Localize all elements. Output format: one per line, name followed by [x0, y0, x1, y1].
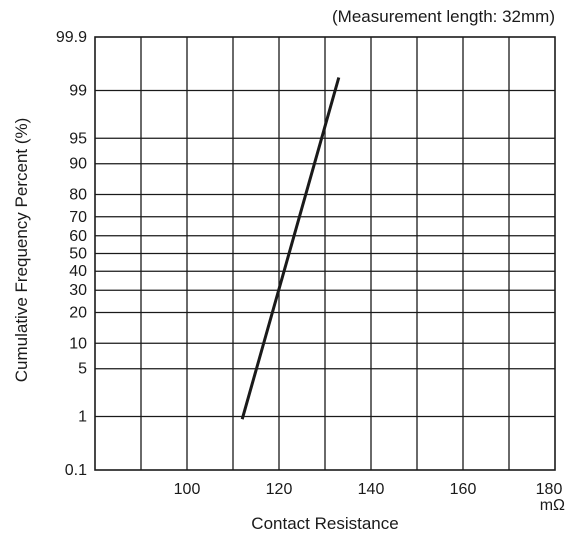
- y-tick-label: 0.1: [65, 462, 87, 479]
- x-tick-label: 160: [450, 481, 477, 498]
- x-tick-label: 180: [536, 481, 563, 498]
- grid-lines: [95, 37, 555, 470]
- series-line: [240, 77, 341, 420]
- measurement-note: (Measurement length: 32mm): [332, 7, 555, 26]
- y-tick-label: 10: [69, 335, 87, 352]
- y-tick-label: 90: [69, 156, 87, 173]
- x-tick-label: 100: [174, 481, 201, 498]
- x-axis-unit: mΩ: [540, 497, 565, 514]
- x-tick-label: 120: [266, 481, 293, 498]
- plot-frame: [94, 36, 556, 471]
- y-tick-label: 50: [69, 246, 87, 263]
- y-axis-title: Cumulative Frequency Percent (%): [12, 118, 31, 383]
- y-tick-label: 5: [78, 361, 87, 378]
- y-tick-label: 99: [69, 83, 87, 100]
- y-tick-label: 20: [69, 304, 87, 321]
- series-layer: [240, 77, 341, 420]
- x-tick-label: 140: [358, 481, 385, 498]
- y-tick-label: 80: [69, 187, 87, 204]
- y-tick-label: 1: [78, 408, 87, 425]
- y-tick-label: 60: [69, 228, 87, 245]
- y-tick-label: 40: [69, 263, 87, 280]
- x-axis-title: Contact Resistance: [251, 514, 398, 533]
- x-tick-labels: 100 120 140 160 180: [174, 481, 563, 498]
- y-tick-label: 95: [69, 130, 87, 147]
- y-tick-label: 99.9: [56, 29, 87, 46]
- y-tick-label: 70: [69, 209, 87, 226]
- y-tick-label: 30: [69, 282, 87, 299]
